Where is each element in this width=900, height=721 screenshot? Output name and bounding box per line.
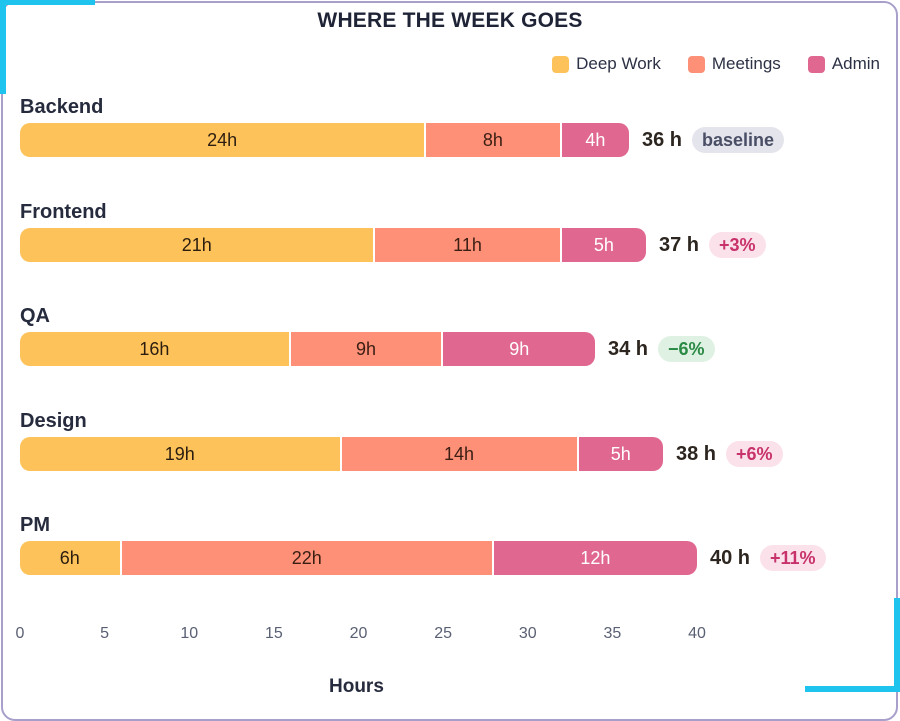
change-badge: +6% (726, 441, 783, 467)
change-badge: +3% (709, 232, 766, 258)
bar-segment-deep-work: 6h (20, 541, 122, 575)
x-tick-label: 30 (518, 625, 537, 642)
bar-segment-admin: 4h (561, 123, 629, 157)
category-label-backend: Backend (20, 96, 104, 118)
legend-item-deep-work: Deep Work (552, 54, 661, 74)
x-tick-label: 10 (180, 625, 199, 642)
legend-label: Deep Work (576, 54, 661, 73)
x-tick-label: 0 (15, 625, 25, 642)
bar-segment-meetings: 9h (290, 332, 444, 366)
chart-title: WHERE THE WEEK GOES (317, 9, 583, 32)
corner-accent-top-left-vertical (0, 0, 6, 94)
legend-label: Admin (831, 54, 880, 73)
category-label-frontend: Frontend (20, 201, 107, 223)
bar-segment-admin: 5h (561, 228, 646, 262)
bar-total-label: 36 h (642, 129, 683, 151)
corner-accent-top-left (0, 0, 95, 5)
bar-total-label: 40 h (710, 547, 751, 569)
legend-swatch (687, 55, 705, 73)
bar-segment-deep-work: 21h (20, 228, 376, 262)
bar-total-label: 34 h (608, 338, 649, 360)
bar-segment-meetings: 11h (375, 228, 562, 262)
bar-segment-deep-work: 24h (20, 123, 427, 157)
stacked-bar-design: 19h 14h 5h (20, 437, 663, 471)
bar-total-label: 37 h (659, 234, 700, 256)
legend-swatch (807, 55, 825, 73)
bar-segment-admin: 12h (493, 541, 697, 575)
stacked-bar-pm: 6h 22h 12h (20, 541, 697, 575)
x-tick-label: 35 (603, 625, 622, 642)
baseline-badge: baseline (692, 127, 785, 153)
x-tick-label: 25 (434, 625, 453, 642)
legend-item-meetings: Meetings (687, 54, 781, 74)
stacked-bar-qa: 16h 9h 9h (20, 332, 595, 366)
x-tick-label: 20 (349, 625, 368, 642)
bar-total-label: 38 h (676, 443, 717, 465)
category-label-design: Design (20, 410, 87, 432)
bar-segment-deep-work: 16h (20, 332, 291, 366)
legend-swatch (552, 55, 570, 73)
bar-segment-meetings: 14h (341, 437, 579, 471)
x-tick-label: 5 (100, 625, 110, 642)
corner-accent-bottom-right-vertical (894, 598, 900, 692)
chart-legend: Deep Work Meetings Admin (525, 54, 880, 74)
stacked-bar-frontend: 21h 11h 5h (20, 228, 646, 262)
x-axis-label: Hours (329, 676, 384, 697)
bar-segment-admin: 9h (443, 332, 595, 366)
change-badge: +11% (760, 545, 826, 571)
bar-segment-admin: 5h (578, 437, 663, 471)
category-label-qa: QA (20, 305, 50, 327)
change-badge: −6% (658, 336, 715, 362)
legend-label: Meetings (711, 54, 781, 73)
stacked-bar-backend: 24h 8h 4h (20, 123, 629, 157)
x-tick-label: 15 (264, 625, 283, 642)
bar-segment-deep-work: 19h (20, 437, 342, 471)
category-label-pm: PM (20, 514, 50, 536)
x-tick-label: 40 (688, 625, 706, 642)
legend-item-admin: Admin (807, 54, 880, 74)
bar-segment-meetings: 8h (426, 123, 562, 157)
bar-segment-meetings: 22h (121, 541, 494, 575)
corner-accent-bottom-right (805, 686, 900, 692)
